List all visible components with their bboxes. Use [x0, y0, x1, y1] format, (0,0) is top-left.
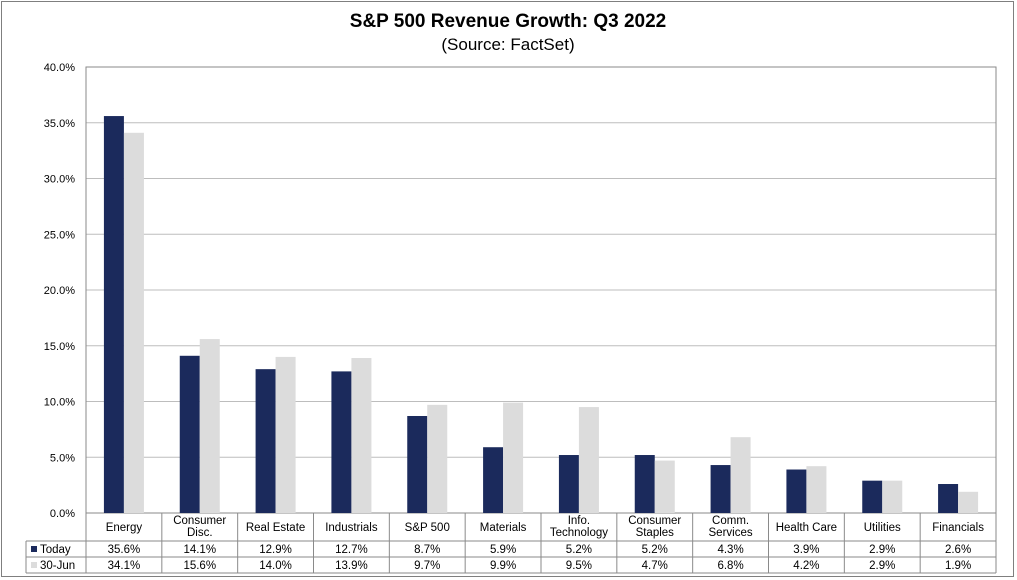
data-label: 5.9% — [490, 544, 516, 556]
category-label: Consumer — [173, 515, 226, 527]
data-label: 34.1% — [108, 560, 141, 572]
category-label: Utilities — [864, 522, 901, 534]
bar-today — [255, 369, 276, 513]
bar-today — [710, 465, 731, 513]
category-label: Info. — [568, 515, 590, 527]
y-tick-label: 40.0% — [44, 62, 75, 74]
bar-30-jun — [806, 466, 827, 513]
bar-today — [179, 355, 200, 513]
gridlines — [85, 66, 997, 514]
bar-today — [407, 415, 428, 513]
data-label: 9.9% — [490, 560, 516, 572]
category-label: Health Care — [776, 522, 837, 534]
data-label: 8.7% — [414, 544, 440, 556]
y-tick-label: 0.0% — [50, 508, 75, 520]
bar-30-jun — [503, 402, 524, 513]
data-label: 1.9% — [945, 560, 971, 572]
y-tick-label: 35.0% — [44, 118, 75, 130]
y-tick-label: 5.0% — [50, 452, 75, 464]
data-label: 3.9% — [793, 544, 819, 556]
category-label: Industrials — [325, 522, 378, 534]
category-label: Staples — [636, 527, 675, 539]
category-label: S&P 500 — [405, 522, 450, 534]
data-label: 2.6% — [945, 544, 971, 556]
category-label: Consumer — [628, 515, 681, 527]
bar-30-jun — [123, 132, 144, 513]
data-label: 5.2% — [642, 544, 668, 556]
bar-30-jun — [654, 460, 675, 513]
data-label: 12.9% — [259, 544, 292, 556]
data-label: 9.7% — [414, 560, 440, 572]
bar-30-jun — [730, 437, 751, 513]
chart-subtitle: (Source: FactSet) — [441, 35, 574, 54]
bar-today — [483, 447, 504, 513]
category-label: Technology — [550, 527, 608, 539]
bar-30-jun — [958, 491, 979, 513]
bar-today — [938, 484, 959, 513]
data-label: 14.0% — [259, 560, 292, 572]
y-tick-label: 25.0% — [44, 229, 75, 241]
category-label: Services — [709, 527, 753, 539]
y-tick-label: 10.0% — [44, 397, 75, 409]
data-label: 6.8% — [717, 560, 743, 572]
category-label: Materials — [480, 522, 527, 534]
data-label: 2.9% — [869, 544, 895, 556]
bar-30-jun — [882, 480, 903, 513]
y-tick-label: 15.0% — [44, 341, 75, 353]
bars — [103, 116, 979, 513]
category-label: Real Estate — [246, 522, 305, 534]
series-name: 30-Jun — [40, 560, 75, 572]
data-label: 4.7% — [642, 560, 668, 572]
data-label: 2.9% — [869, 560, 895, 572]
bar-today — [786, 469, 807, 513]
bar-today — [862, 480, 883, 513]
y-axis: 0.0% 5.0% 10.0% 15.0% 20.0% 25.0% 30.0% 35.0% 40… — [44, 62, 75, 520]
bar-30-jun — [199, 339, 220, 513]
legend-key — [31, 562, 37, 568]
bar-today — [331, 371, 352, 513]
data-label: 4.3% — [717, 544, 743, 556]
data-label: 9.5% — [566, 560, 592, 572]
data-label: 5.2% — [566, 544, 592, 556]
data-label: 14.1% — [183, 544, 216, 556]
chart-title: S&P 500 Revenue Growth: Q3 2022 — [350, 11, 666, 32]
bar-30-jun — [578, 407, 599, 513]
series-name: Today — [40, 544, 71, 556]
bar-30-jun — [427, 404, 448, 513]
bar-today — [558, 455, 579, 513]
legend-key — [31, 546, 37, 552]
data-label: 12.7% — [335, 544, 368, 556]
category-label: Energy — [106, 522, 143, 534]
data-label: 4.2% — [793, 560, 819, 572]
data-label: 35.6% — [108, 544, 141, 556]
bar-30-jun — [351, 358, 372, 513]
bar-today — [103, 116, 124, 513]
y-tick-label: 20.0% — [44, 285, 75, 297]
y-tick-label: 30.0% — [44, 174, 75, 186]
data-label: 13.9% — [335, 560, 368, 572]
data-label: 15.6% — [183, 560, 216, 572]
category-label: Disc. — [187, 527, 213, 539]
category-label: Comm. — [712, 515, 749, 527]
category-label: Financials — [932, 522, 984, 534]
bar-30-jun — [275, 356, 296, 513]
bar-today — [634, 455, 655, 513]
